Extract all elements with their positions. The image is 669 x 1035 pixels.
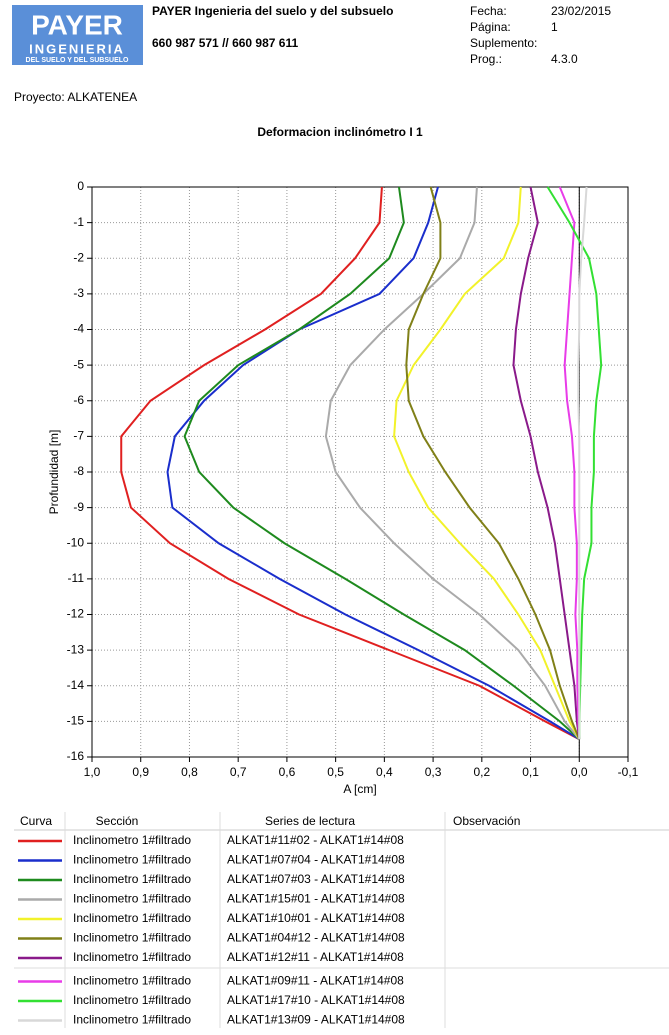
table-header: Sección <box>96 814 139 828</box>
x-tick-label: 0,8 <box>181 765 198 779</box>
y-tick-label: -3 <box>73 286 84 300</box>
legend-entry: ALKAT1#13#09 - ALKAT1#14#08 <box>227 1013 405 1027</box>
section: Inclinometro 1#filtrado <box>73 892 191 906</box>
section: Inclinometro 1#filtrado <box>73 993 191 1007</box>
y-tick-label: -10 <box>67 535 85 549</box>
legend-entry: ALKAT1#15#01 - ALKAT1#14#08 <box>227 892 405 906</box>
y-tick-label: -4 <box>73 322 84 336</box>
y-tick-label: -15 <box>67 714 85 728</box>
x-tick-label: 0,9 <box>132 765 149 779</box>
y-tick-label: -5 <box>73 357 84 371</box>
x-tick-label: 0,6 <box>279 765 296 779</box>
legend-entry: ALKAT1#07#03 - ALKAT1#14#08 <box>227 872 405 886</box>
plot-frame <box>91 186 629 758</box>
y-tick-label: -7 <box>73 429 84 443</box>
section: Inclinometro 1#filtrado <box>73 974 191 988</box>
x-tick-label: 1,0 <box>84 765 101 779</box>
x-tick-label: 0,4 <box>376 765 393 779</box>
x-tick-label: 0,0 <box>571 765 588 779</box>
x-axis-label: A [cm] <box>343 782 376 796</box>
series-line <box>120 186 580 741</box>
field-value: 23/02/2015 <box>551 4 611 18</box>
section: Inclinometro 1#filtrado <box>73 931 191 945</box>
section: Inclinometro 1#filtrado <box>73 853 191 867</box>
field-label: Página: <box>470 20 511 34</box>
y-tick-label: -8 <box>73 464 84 478</box>
field-value: 4.3.0 <box>551 52 578 66</box>
y-tick-label: -6 <box>73 393 84 407</box>
legend-table: Curva Sección Series de lectura Observación… <box>14 812 669 1028</box>
legend-entry: ALKAT1#10#01 - ALKAT1#14#08 <box>227 911 405 925</box>
series-line <box>558 186 581 740</box>
legend-entry: ALKAT1#12#11 - ALKAT1#14#08 <box>227 950 404 964</box>
header-fields: Fecha: 23/02/2015 Página: 1 Suplemento: Prog.… <box>470 4 611 66</box>
section: Inclinometro 1#filtrado <box>73 950 191 964</box>
field-label: Prog.: <box>470 52 502 66</box>
project: Proyecto: ALKATENEA <box>14 90 137 104</box>
legend-entry: ALKAT1#17#10 - ALKAT1#14#08 <box>227 993 405 1007</box>
legend-entry: ALKAT1#07#04 - ALKAT1#14#08 <box>227 853 405 867</box>
table-header: Series de lectura <box>265 814 355 828</box>
section: Inclinometro 1#filtrado <box>73 911 191 925</box>
series-line <box>324 186 581 740</box>
y-tick-label: -12 <box>67 607 85 621</box>
logo-title: PAYER <box>31 9 123 40</box>
logo <box>12 5 143 65</box>
plot: 1,0 0,9 0,8 0,7 0,6 0,5 0,4 0,3 0,2 0,1 0,0 -0,1 0 -1… <box>67 179 639 779</box>
series-line <box>546 186 603 740</box>
logo-tagline: DEL SUELO Y DEL SUBSUELO <box>26 57 130 64</box>
logo-subtitle: INGENIERIA <box>29 41 125 56</box>
section: Inclinometro 1#filtrado <box>73 1013 191 1027</box>
field-value: 1 <box>551 20 558 34</box>
y-tick-label: -13 <box>67 642 85 656</box>
series-line <box>405 186 581 740</box>
series-line <box>512 186 581 740</box>
series-line <box>577 186 588 740</box>
company: PAYER Ingenieria del suelo y del subsuel… <box>152 4 393 18</box>
x-tick-label: 0,5 <box>327 765 344 779</box>
y-tick-label: -9 <box>73 500 84 514</box>
table-header: Curva <box>20 814 52 828</box>
y-tick-label: -11 <box>68 571 85 585</box>
phone: 660 987 571 // 660 987 611 <box>152 36 298 50</box>
legend-entry: ALKAT1#09#11 - ALKAT1#14#08 <box>227 974 404 988</box>
series-line <box>166 186 580 741</box>
field-label: Suplemento: <box>470 36 537 50</box>
table-header: Observación <box>453 814 520 828</box>
series-line <box>183 186 580 740</box>
x-tick-label: -0,1 <box>618 765 639 779</box>
y-tick-label: 0 <box>77 179 84 193</box>
legend-entry: ALKAT1#04#12 - ALKAT1#14#08 <box>227 931 405 945</box>
y-tick-label: -2 <box>73 250 84 264</box>
section: Inclinometro 1#filtrado <box>73 833 191 847</box>
series-line <box>393 186 581 740</box>
x-tick-label: 0,7 <box>230 765 247 779</box>
x-tick-label: 0,2 <box>473 765 490 779</box>
field-label: Fecha: <box>470 4 507 18</box>
x-tick-label: 0,3 <box>425 765 442 779</box>
y-tick-label: -1 <box>73 215 84 229</box>
chart-title: Deformacion inclinómetro I 1 <box>257 125 423 139</box>
legend-entry: ALKAT1#11#02 - ALKAT1#14#08 <box>227 833 404 847</box>
y-tick-label: -14 <box>67 678 85 692</box>
x-tick-label: 0,1 <box>522 765 539 779</box>
section: Inclinometro 1#filtrado <box>73 872 191 886</box>
y-tick-label: -16 <box>67 749 85 763</box>
y-axis-label: Profundidad [m] <box>47 430 61 515</box>
